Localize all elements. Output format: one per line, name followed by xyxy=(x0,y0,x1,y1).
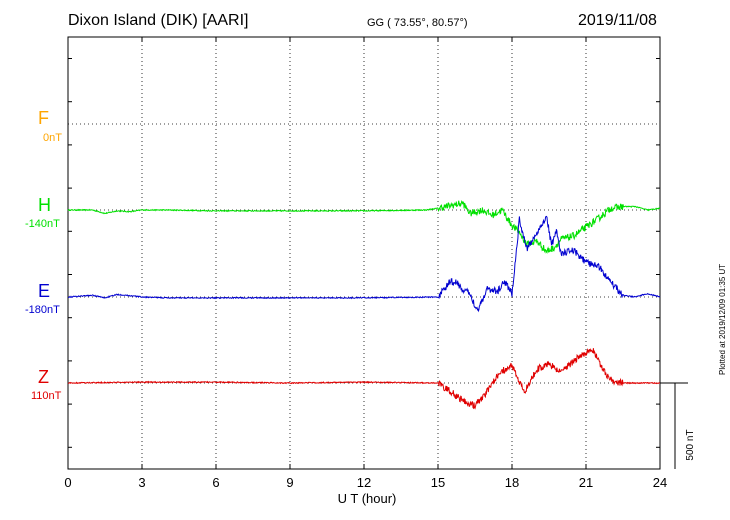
station-coordinates: GG ( 73.55°, 80.57°) xyxy=(367,17,468,29)
component-baseline-f: 0nT xyxy=(43,132,62,144)
plot-grid xyxy=(68,37,660,469)
series-line-z xyxy=(67,348,661,410)
chart-title: Dixon Island (DIK) [AARI] xyxy=(68,12,249,29)
x-axis-label: U T (hour) xyxy=(338,491,397,506)
x-tick-label: 6 xyxy=(212,475,219,490)
x-ticks: 0 3 6 9 12 15 18 21 24 xyxy=(64,37,667,490)
x-tick-label: 15 xyxy=(431,475,445,490)
component-baseline-z: 110nT xyxy=(31,390,62,402)
x-tick-label: 21 xyxy=(579,475,593,490)
component-label-z: Z xyxy=(38,367,49,387)
x-tick-label: 0 xyxy=(64,475,71,490)
series-line-e xyxy=(68,215,661,313)
component-label-e: E xyxy=(38,281,51,301)
x-tick-label: 12 xyxy=(357,475,371,490)
x-tick-label: 24 xyxy=(653,475,667,490)
x-tick-label: 9 xyxy=(286,475,293,490)
x-tick-label: 3 xyxy=(138,475,145,490)
scale-bar-label: 500 nT xyxy=(685,429,696,460)
component-label-f: F xyxy=(38,108,49,128)
series-lines xyxy=(67,200,661,410)
component-baseline-e: -180nT xyxy=(25,304,60,316)
x-tick-label: 18 xyxy=(505,475,519,490)
component-label-h: H xyxy=(38,195,51,215)
component-baseline-h: -140nT xyxy=(25,218,60,230)
series-line-h xyxy=(67,200,661,254)
chart-date: 2019/11/08 xyxy=(578,12,657,29)
